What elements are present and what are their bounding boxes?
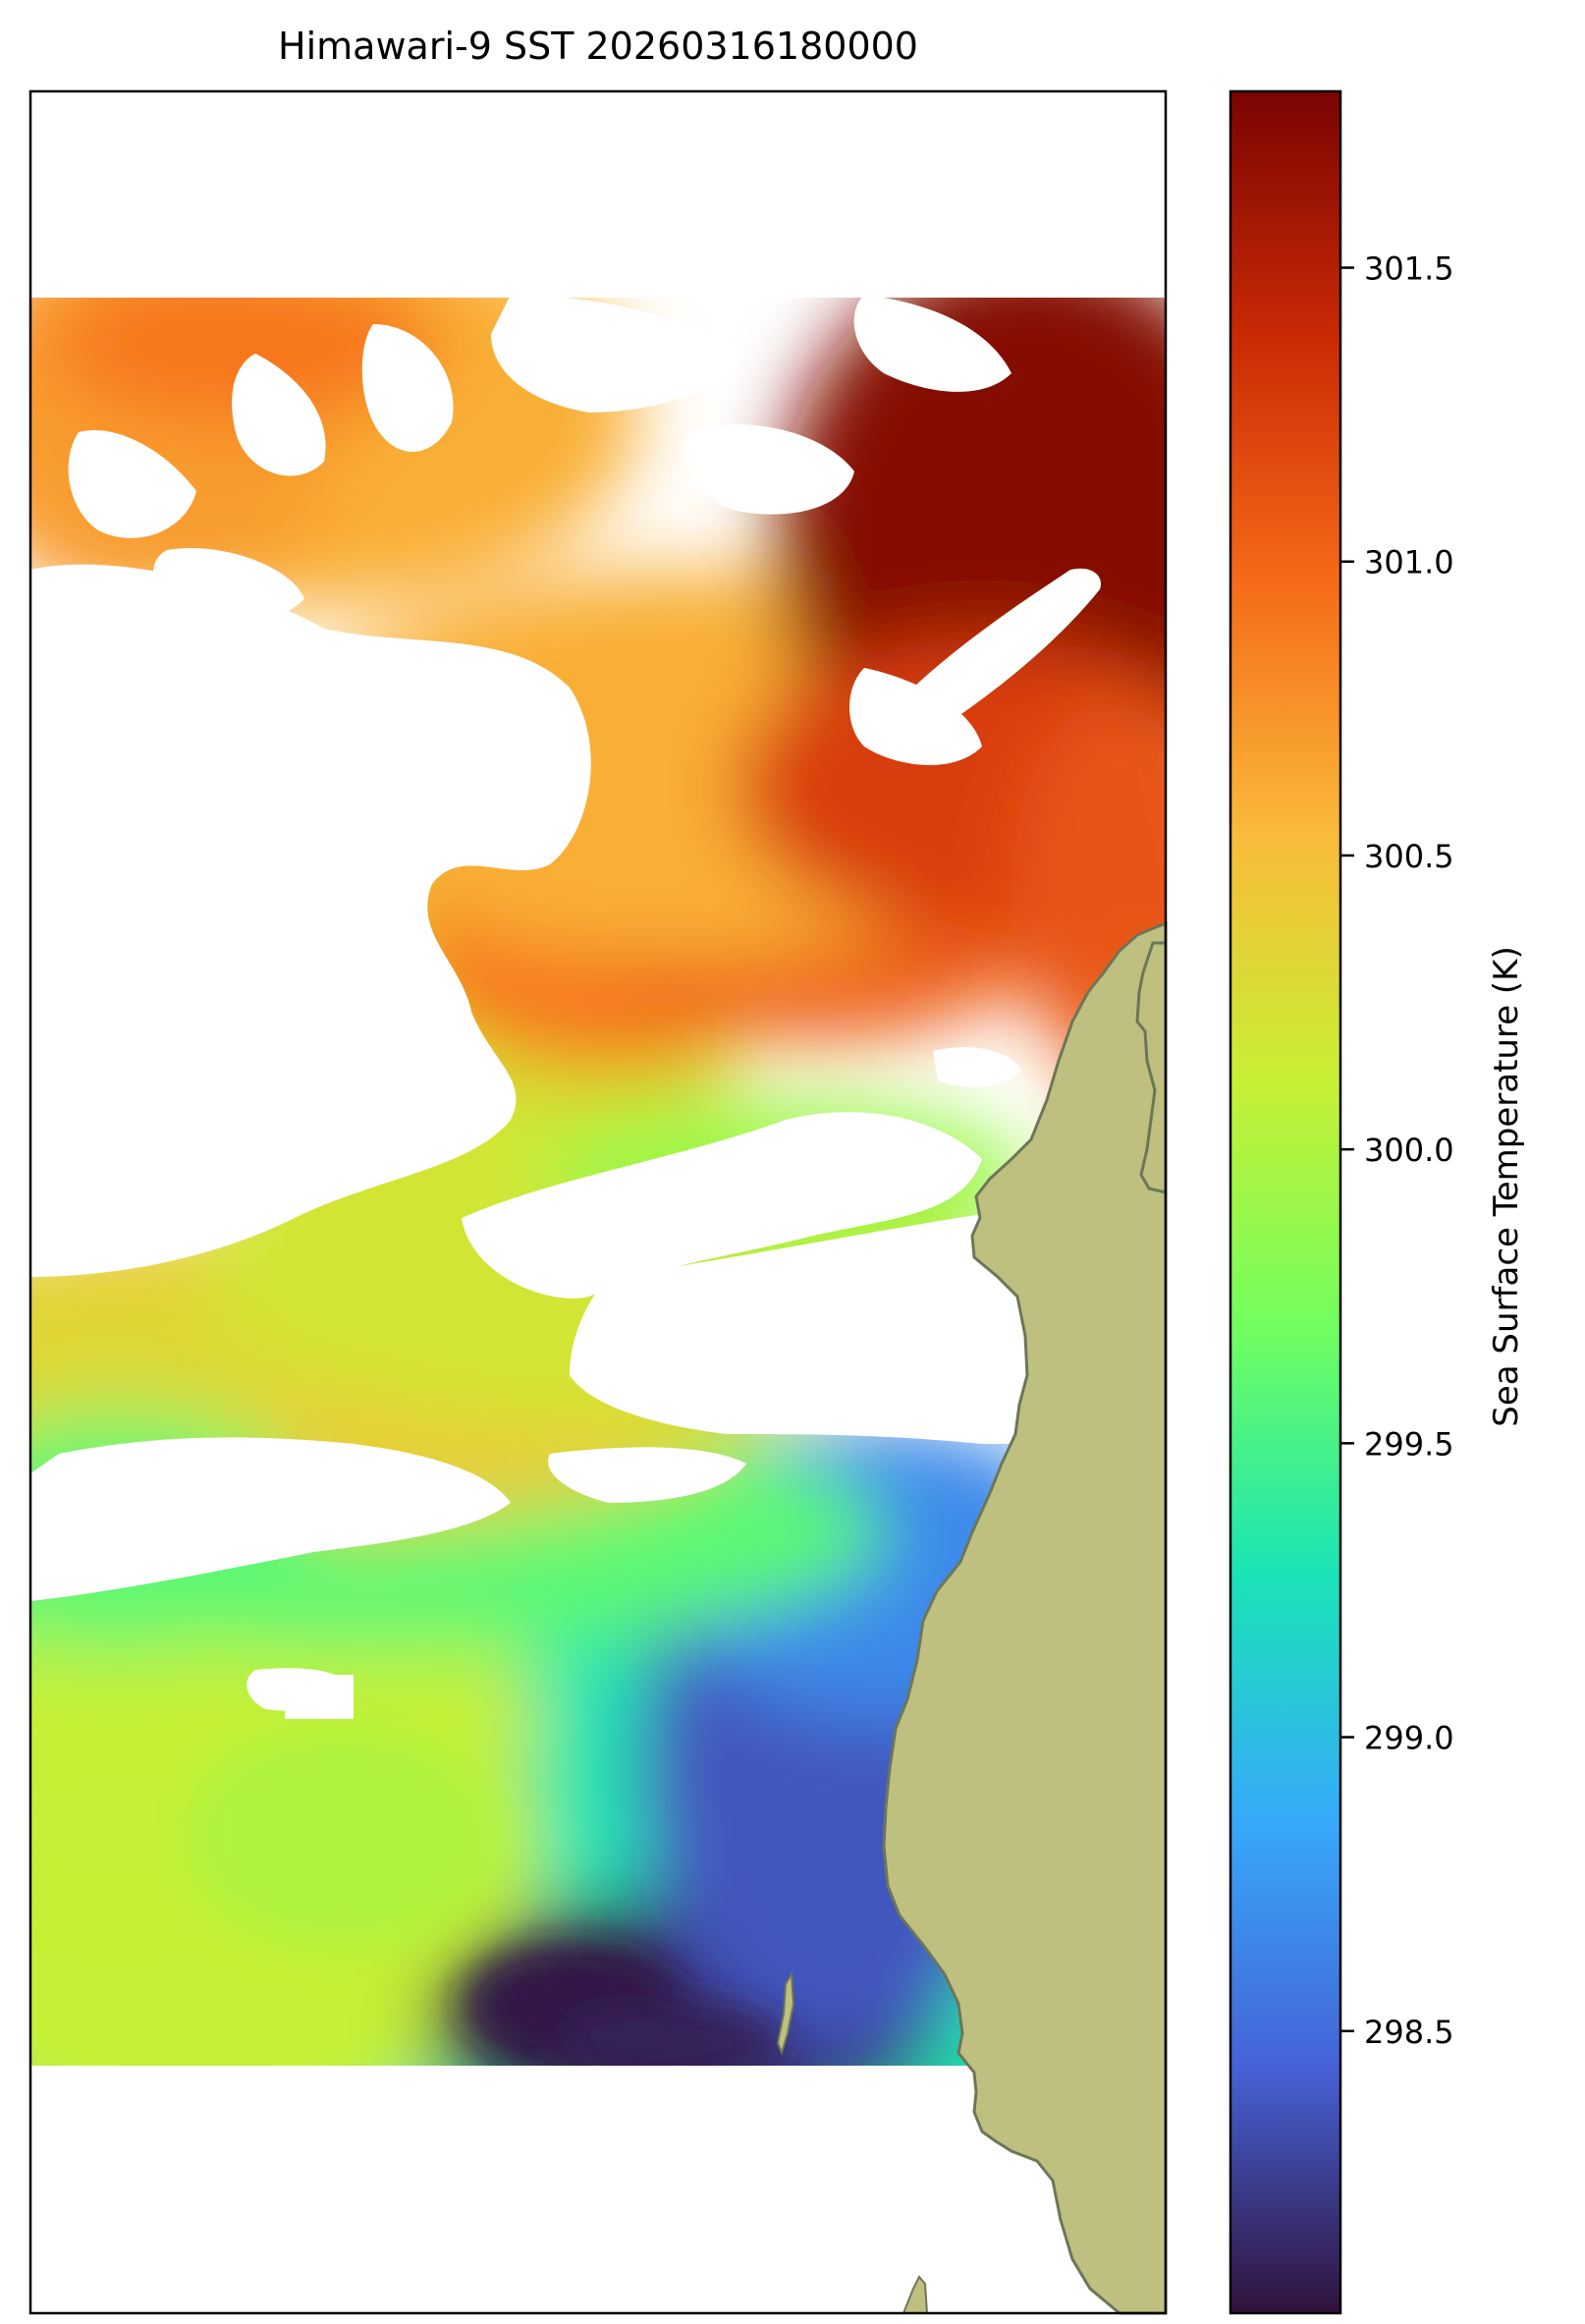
colorbar-tick-label: 300.0 <box>1364 1132 1454 1169</box>
colorbar-frame <box>1229 89 1342 2315</box>
sst-detail <box>550 2004 786 2066</box>
sst-detail <box>187 1729 501 1945</box>
chart-title: Himawari-9 SST 20260316180000 <box>278 25 918 68</box>
sst-region <box>49 298 442 422</box>
colorbar-tick-label: 299.0 <box>1364 1720 1454 1757</box>
island <box>1135 941 1168 1194</box>
sst-detail <box>30 1739 236 1915</box>
colorbar-label: Sea Surface Temperature (K) <box>1487 946 1526 1426</box>
colorbar: 298.5 299.0 299.5 300.0 300.5 301.0 301.5 Sea … <box>1229 89 1526 2315</box>
colorbar-tick-label: 298.5 <box>1364 2014 1454 2051</box>
small-island <box>776 1970 795 2057</box>
colorbar-tick-label: 299.5 <box>1364 1425 1454 1463</box>
map-frame <box>28 89 1168 2315</box>
colorbar-tick-label: 301.5 <box>1364 250 1454 288</box>
colorbar-tick-label: 300.5 <box>1364 838 1454 875</box>
colorbar-gradient <box>1230 91 1340 2313</box>
landmass <box>882 920 1168 2315</box>
colorbar-tick-label: 301.0 <box>1364 544 1454 581</box>
